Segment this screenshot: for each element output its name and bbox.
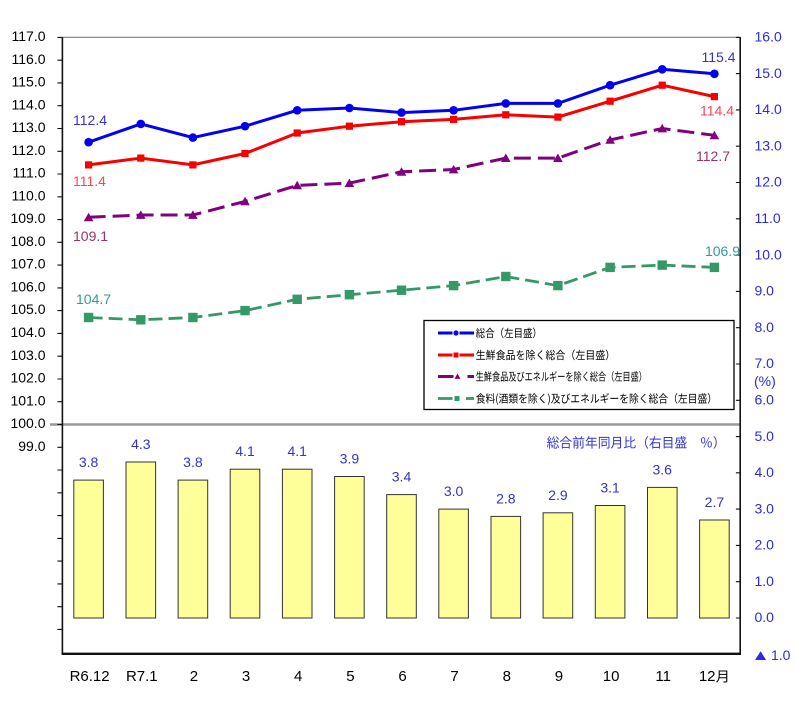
svg-text:108.0: 108.0 — [10, 233, 45, 249]
svg-text:115.0: 115.0 — [12, 74, 46, 90]
svg-text:111.0: 111.0 — [13, 165, 46, 181]
svg-text:9: 9 — [555, 668, 563, 685]
svg-text:5: 5 — [346, 668, 354, 685]
svg-text:6.0: 6.0 — [755, 392, 775, 408]
svg-text:99.0: 99.0 — [18, 438, 45, 454]
svg-text:3.8: 3.8 — [79, 454, 99, 470]
svg-text:113.0: 113.0 — [12, 119, 46, 135]
svg-text:112.7: 112.7 — [696, 148, 730, 164]
svg-text:11.0: 11.0 — [755, 210, 781, 226]
svg-text:4: 4 — [294, 668, 302, 685]
svg-text:10.0: 10.0 — [755, 246, 782, 262]
svg-text:117.0: 117.0 — [12, 28, 46, 44]
svg-text:3.4: 3.4 — [392, 469, 412, 485]
svg-text:3.0: 3.0 — [755, 500, 775, 516]
svg-text:2.8: 2.8 — [496, 490, 516, 506]
svg-text:2.7: 2.7 — [705, 494, 725, 510]
svg-text:(%): (%) — [754, 373, 776, 389]
svg-text:106.0: 106.0 — [10, 279, 45, 295]
svg-text:104.7: 104.7 — [76, 291, 111, 307]
svg-text:3.9: 3.9 — [340, 451, 360, 467]
svg-text:3: 3 — [242, 668, 250, 685]
svg-text:110.0: 110.0 — [12, 187, 46, 203]
svg-text:4.3: 4.3 — [131, 436, 151, 452]
svg-text:2.9: 2.9 — [548, 487, 568, 503]
svg-text:3.8: 3.8 — [183, 454, 203, 470]
svg-text:13.0: 13.0 — [755, 137, 782, 153]
svg-text:4.1: 4.1 — [235, 443, 255, 459]
svg-text:105.0: 105.0 — [10, 301, 45, 317]
svg-text:112.0: 112.0 — [12, 142, 46, 158]
svg-text:114.0: 114.0 — [12, 96, 46, 112]
svg-text:109.0: 109.0 — [10, 210, 45, 226]
svg-text:1.0: 1.0 — [771, 647, 791, 663]
svg-text:103.0: 103.0 — [10, 347, 45, 363]
svg-text:1.0: 1.0 — [755, 573, 775, 589]
svg-text:4.1: 4.1 — [287, 443, 307, 459]
svg-text:102.0: 102.0 — [10, 370, 45, 386]
svg-text:14.0: 14.0 — [755, 101, 782, 117]
svg-text:11: 11 — [655, 668, 671, 685]
svg-text:15.0: 15.0 — [755, 65, 782, 81]
svg-text:R7.1: R7.1 — [126, 668, 158, 685]
svg-text:2.0: 2.0 — [755, 537, 775, 553]
svg-text:3.1: 3.1 — [600, 480, 620, 496]
svg-text:100.0: 100.0 — [10, 415, 45, 431]
svg-text:115.4: 115.4 — [702, 49, 736, 65]
svg-text:12: 12 — [699, 668, 716, 685]
svg-text:12.0: 12.0 — [755, 174, 782, 190]
svg-text:10: 10 — [603, 668, 620, 685]
svg-text:R6.12: R6.12 — [70, 668, 110, 685]
svg-text:7.0: 7.0 — [755, 355, 775, 371]
svg-text:3.6: 3.6 — [652, 461, 672, 477]
svg-text:107.0: 107.0 — [10, 256, 45, 272]
svg-text:2: 2 — [190, 668, 198, 685]
svg-text:5.0: 5.0 — [755, 428, 775, 444]
svg-text:8.0: 8.0 — [755, 319, 775, 335]
svg-text:111.4: 111.4 — [73, 173, 106, 189]
svg-text:0.0: 0.0 — [755, 609, 775, 625]
svg-text:4.0: 4.0 — [755, 464, 775, 480]
svg-text:109.1: 109.1 — [73, 228, 108, 244]
svg-text:9.0: 9.0 — [755, 283, 775, 299]
svg-text:116.0: 116.0 — [12, 51, 46, 67]
svg-text:106.9: 106.9 — [705, 243, 740, 259]
svg-text:114.4: 114.4 — [700, 103, 734, 119]
svg-text:101.0: 101.0 — [10, 392, 45, 408]
svg-text:7: 7 — [450, 668, 458, 685]
svg-text:6: 6 — [398, 668, 406, 685]
svg-text:8: 8 — [503, 668, 511, 685]
svg-text:112.4: 112.4 — [73, 112, 107, 128]
svg-text:3.0: 3.0 — [444, 483, 464, 499]
svg-text:104.0: 104.0 — [10, 324, 45, 340]
svg-text:16.0: 16.0 — [755, 29, 782, 45]
